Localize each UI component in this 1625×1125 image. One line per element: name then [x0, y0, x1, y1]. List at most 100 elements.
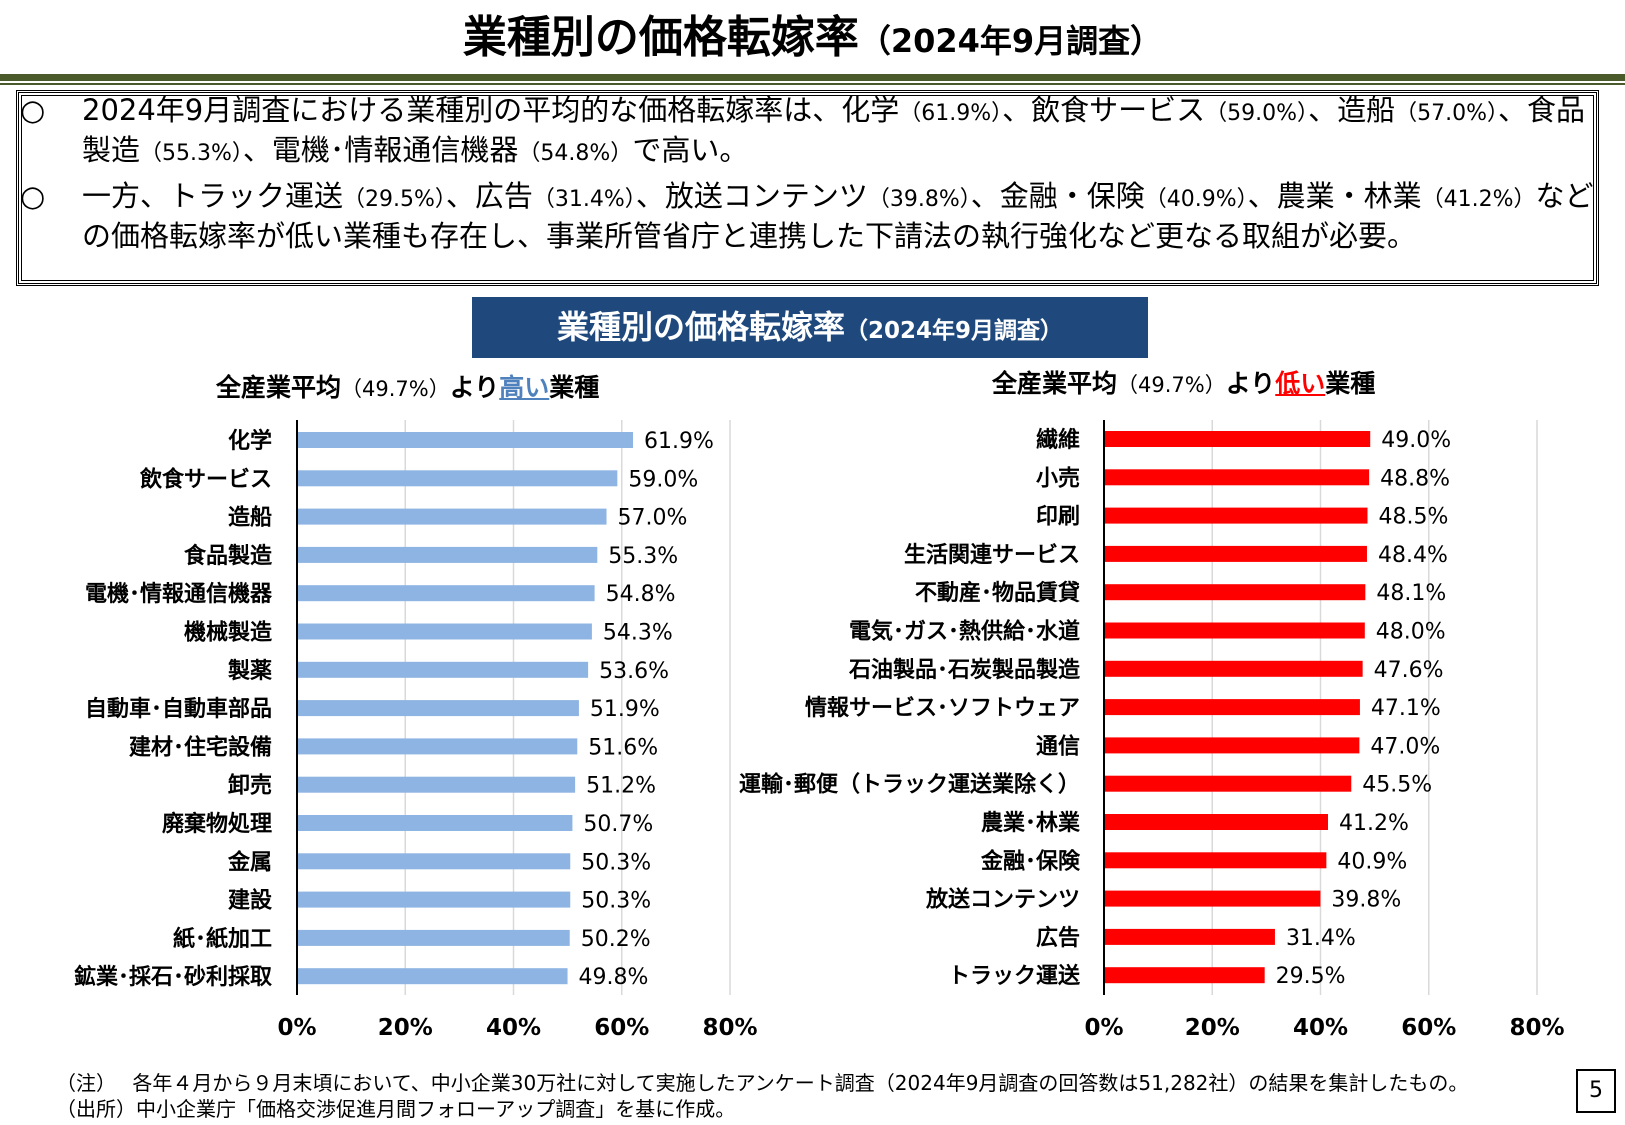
text: 、金融・保険	[970, 179, 1145, 213]
bar	[298, 853, 571, 870]
header-b: （49.7%）	[1117, 373, 1226, 397]
category-label: 製薬	[227, 658, 272, 684]
header-e: 業種	[549, 373, 600, 402]
pct: （29.5%）	[343, 187, 446, 212]
bar	[298, 891, 571, 908]
header-a: 全産業平均	[216, 373, 342, 402]
text: で高い。	[632, 133, 749, 167]
bar	[1105, 622, 1365, 639]
pct: （61.9%）	[899, 101, 1003, 126]
header-b: （49.7%）	[341, 377, 450, 401]
bar	[298, 546, 598, 563]
bar	[1105, 737, 1360, 754]
bar	[1105, 469, 1370, 486]
page-title-main: 業種別の価格転嫁率	[462, 12, 859, 63]
high-section-header: 全産業平均（49.7%）より高い業種	[216, 368, 599, 409]
category-label: 飲食サービス	[139, 466, 272, 492]
data-label: 54.3%	[603, 621, 673, 646]
bar	[298, 968, 568, 985]
bar	[298, 738, 578, 755]
page-title-sub: （2024年9月調査）	[858, 22, 1163, 60]
x-tick-label: 80%	[702, 1015, 757, 1041]
category-label: 印刷	[1036, 505, 1080, 530]
data-label: 31.4%	[1286, 926, 1356, 951]
bullet-text: 2024年9月調査における業種別の平均的な価格転嫁率は、化学（61.9%）、飲食…	[82, 92, 1612, 172]
category-label: 農業･林業	[981, 811, 1081, 836]
data-label: 48.8%	[1380, 466, 1450, 491]
data-label: 61.9%	[644, 429, 714, 454]
data-label: 47.6%	[1374, 658, 1444, 683]
bar	[1105, 545, 1367, 562]
bar	[1105, 967, 1265, 984]
data-label: 51.2%	[586, 774, 656, 799]
data-label: 49.8%	[579, 965, 649, 990]
page-title: 業種別の価格転嫁率（2024年9月調査）	[0, 6, 1625, 73]
pct: （59.0%）	[1205, 101, 1309, 126]
bar	[1105, 660, 1363, 677]
category-label: 生活関連サービス	[904, 543, 1080, 568]
bar	[298, 470, 618, 487]
bullet-mark: ○	[20, 93, 46, 127]
banner-sub: （2024年9月調査）	[844, 318, 1064, 344]
page-number: 5	[1576, 1069, 1616, 1113]
category-label: 情報サービス･ソフトウェア	[805, 695, 1080, 721]
category-label: 建設	[228, 888, 273, 914]
bar	[1105, 928, 1275, 945]
data-label: 41.2%	[1339, 811, 1409, 836]
pct: （55.3%）	[140, 141, 243, 166]
header-c: より	[1225, 369, 1276, 398]
x-tick-label: 40%	[486, 1015, 541, 1041]
text: 、飲食サービス	[1002, 93, 1206, 127]
bar	[1105, 507, 1368, 524]
header-d: 低い	[1275, 369, 1326, 398]
category-label: 広告	[1036, 925, 1080, 951]
data-label: 29.5%	[1276, 964, 1346, 989]
pct: （31.4%）	[532, 187, 636, 212]
category-label: 卸売	[228, 773, 272, 799]
text: 、放送コンテンツ	[635, 179, 868, 213]
bar	[1105, 852, 1327, 869]
category-label: 化学	[228, 428, 272, 454]
text: 2024年9月調査における業種別の平均的な価格転嫁率は、化学	[82, 93, 900, 127]
pct: （40.9%）	[1144, 187, 1248, 212]
x-tick-label: 80%	[1509, 1015, 1564, 1041]
category-label: 石油製品･石炭製品製造	[848, 657, 1080, 683]
bar	[298, 776, 576, 793]
title-rule-thin	[0, 83, 1625, 85]
bar	[298, 661, 589, 678]
data-label: 45.5%	[1362, 773, 1432, 798]
category-label: 食品製造	[184, 543, 272, 569]
category-label: 建材･住宅設備	[129, 734, 272, 760]
category-label: 機械製造	[184, 620, 272, 646]
bar	[1105, 699, 1360, 716]
chart-banner: 業種別の価格転嫁率（2024年9月調査）	[472, 297, 1148, 358]
category-label: 不動産･物品賃貸	[915, 580, 1080, 606]
x-tick-label: 40%	[1293, 1015, 1348, 1041]
data-label: 50.3%	[581, 889, 651, 914]
data-label: 57.0%	[618, 506, 688, 531]
text: 一方、トラック運送	[82, 179, 344, 213]
bar	[298, 623, 592, 640]
header-c: より	[449, 373, 500, 402]
bar	[1105, 890, 1321, 907]
category-label: 電機･情報通信機器	[85, 581, 273, 607]
data-label: 50.3%	[581, 850, 651, 875]
pct: （57.0%）	[1395, 101, 1498, 126]
bullet-text: 一方、トラック運送（29.5%）、広告（31.4%）、放送コンテンツ（39.8%…	[82, 178, 1612, 254]
data-label: 50.2%	[581, 927, 651, 952]
category-label: 鉱業･採石･砂利採取	[74, 964, 272, 990]
bar	[298, 508, 607, 525]
data-label: 47.0%	[1370, 734, 1440, 759]
text: 、電機･情報通信機器	[242, 133, 519, 167]
x-tick-label: 60%	[594, 1015, 649, 1041]
bar	[1105, 431, 1371, 447]
bar	[298, 585, 595, 602]
data-label: 48.4%	[1378, 543, 1448, 568]
bar	[1105, 584, 1366, 601]
data-label: 48.5%	[1379, 505, 1449, 530]
category-label: トラック運送	[948, 963, 1080, 989]
x-tick-label: 60%	[1401, 1015, 1456, 1041]
x-tick-label: 20%	[378, 1015, 433, 1041]
bar	[1105, 814, 1328, 830]
